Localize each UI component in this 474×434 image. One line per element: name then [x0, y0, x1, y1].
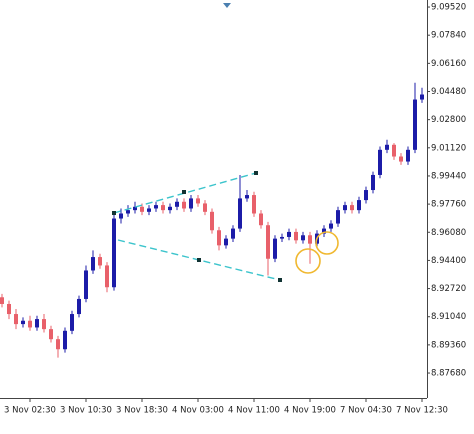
candle-body — [189, 198, 193, 209]
y-tick-label: 9.04480 — [431, 87, 466, 97]
candle-body — [91, 257, 95, 271]
y-tick-label: 8.92720 — [431, 284, 466, 294]
anchor-point — [197, 258, 201, 262]
candle-body — [406, 149, 410, 162]
y-tick-label: 8.97760 — [431, 200, 466, 210]
candle-body — [364, 190, 368, 201]
plot — [0, 82, 424, 358]
y-tick-label: 8.94400 — [431, 256, 466, 266]
candle-body — [126, 210, 130, 214]
candle-body — [420, 94, 424, 100]
candle-body — [350, 205, 354, 211]
anchor-point — [182, 190, 186, 194]
candle-body — [224, 238, 228, 246]
channel-drawing — [112, 171, 282, 282]
x-tick-label: 7 Nov 12:30 — [396, 406, 448, 416]
y-tick-label: 8.91040 — [431, 312, 466, 322]
candle-body — [98, 257, 102, 266]
candle-body — [105, 265, 109, 288]
candle-body — [196, 198, 200, 204]
y-tick-label: 9.09520 — [431, 3, 466, 13]
candle-body — [133, 206, 137, 211]
candle-body — [385, 144, 389, 150]
candle-body — [322, 228, 326, 234]
y-tick-label: 8.87680 — [431, 369, 466, 379]
candle-body — [413, 99, 417, 150]
candle-body — [119, 213, 123, 219]
candle-body — [357, 200, 361, 211]
candle-body — [21, 320, 25, 325]
y-tick-label: 8.89360 — [431, 340, 466, 350]
candle-body — [161, 205, 165, 211]
channel-upper — [113, 172, 257, 214]
candle-body — [308, 235, 312, 244]
candle-body — [35, 319, 39, 328]
candle-body — [266, 225, 270, 259]
scroll-marker — [223, 3, 231, 8]
candle-body — [63, 330, 67, 350]
highlight-circle — [315, 231, 339, 255]
candle-body — [147, 208, 151, 212]
candle-body — [182, 201, 186, 209]
candle-body — [329, 223, 333, 229]
candle-body — [77, 298, 81, 315]
anchor-point — [278, 278, 282, 282]
candle-body — [203, 203, 207, 212]
candle-body — [168, 206, 172, 211]
x-tick-label: 4 Nov 03:00 — [172, 406, 224, 416]
candle-body — [0, 297, 4, 304]
candle-body — [252, 195, 256, 214]
candle-body — [175, 201, 179, 207]
highlight-circle — [295, 248, 321, 274]
candle-body — [84, 270, 88, 299]
anchor-point — [254, 171, 258, 175]
y-tick-label: 9.07840 — [431, 31, 466, 41]
candle-body — [245, 195, 249, 199]
candle-body — [280, 236, 284, 239]
candle-body — [7, 303, 11, 315]
x-tick-label: 7 Nov 04:30 — [340, 406, 392, 416]
candle-body — [231, 228, 235, 239]
candle-body — [259, 213, 263, 226]
anchor-point — [112, 211, 116, 215]
candle-body — [210, 211, 214, 231]
candle-body — [42, 319, 46, 330]
candle-body — [294, 231, 298, 241]
x-tick-label: 4 Nov 11:00 — [228, 406, 280, 416]
candle-body — [217, 230, 221, 246]
candle-body — [336, 210, 340, 224]
x-tick-label: 3 Nov 18:30 — [116, 406, 168, 416]
x-tick-label: 3 Nov 10:30 — [60, 406, 112, 416]
y-tick-label: 8.96080 — [431, 228, 466, 238]
y-tick-label: 9.01120 — [431, 143, 466, 153]
candle-body — [154, 205, 158, 209]
candle-body — [378, 149, 382, 175]
candle-body — [140, 206, 144, 212]
y-tick-label: 9.02800 — [431, 115, 466, 125]
candle-body — [399, 156, 403, 162]
candle-body — [28, 320, 32, 328]
candle-body — [70, 314, 74, 331]
candle-body — [343, 205, 347, 211]
candle-body — [371, 174, 375, 191]
candle-body — [112, 218, 116, 288]
candle-body — [273, 238, 277, 259]
candle-body — [56, 339, 60, 350]
candle-body — [392, 144, 396, 157]
x-tick-label: 4 Nov 19:00 — [284, 406, 336, 416]
candle-body — [14, 314, 18, 325]
candle-body — [287, 231, 291, 237]
candle-body — [238, 198, 242, 229]
y-tick-label: 9.06160 — [431, 59, 466, 69]
candle-body — [49, 329, 53, 340]
x-tick-label: 3 Nov 02:30 — [4, 406, 56, 416]
candle-body — [301, 235, 305, 241]
y-tick-label: 8.99440 — [431, 171, 466, 181]
